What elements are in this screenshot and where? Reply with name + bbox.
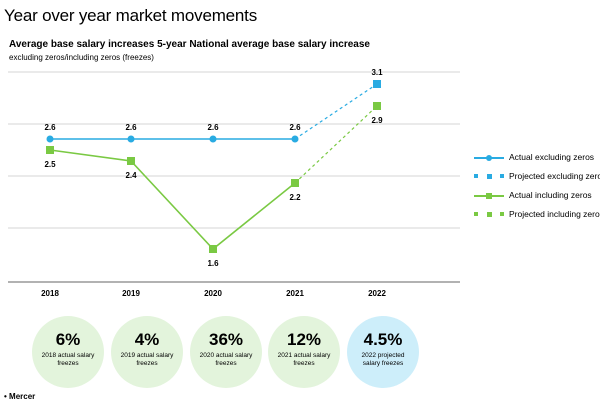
x-tick-label: 2019 [122, 289, 140, 298]
data-point [373, 80, 381, 88]
legend-item-projected-excluding: Projected excluding zeros [472, 169, 600, 188]
legend-label-actual-including: Actual including zeros [509, 190, 592, 200]
series-line-1 [294, 83, 378, 140]
freeze-percent: 4.5% [363, 330, 403, 349]
data-point [46, 135, 54, 143]
x-tick-label: 2020 [204, 289, 222, 298]
data-label: 2.2 [289, 193, 301, 202]
freeze-caption: 2022 projected salary freezes [361, 352, 405, 367]
freeze-percent: 4% [134, 330, 160, 349]
chart-note: excluding zeros/including zeros (freezes… [9, 53, 154, 62]
freeze-circle-2020: 36% 2020 actual salary freezes [190, 316, 262, 388]
data-label: 2.6 [207, 123, 219, 132]
freeze-circle-2022: 4.5% 2022 projected salary freezes [347, 316, 419, 388]
freeze-percent: 6% [55, 330, 81, 349]
legend-item-projected-including: Projected including zeros [472, 207, 600, 226]
x-tick-label: 2022 [368, 289, 386, 298]
legend-label-actual-excluding: Actual excluding zeros [509, 152, 595, 162]
legend-label-projected-including: Projected including zeros [509, 209, 600, 219]
data-point [209, 135, 217, 143]
legend-swatch-actual-including [474, 193, 504, 199]
freeze-percent: 36% [208, 330, 244, 349]
freeze-caption: 2020 actual salary freezes [199, 352, 253, 367]
freeze-caption: 2021 actual salary freezes [277, 352, 331, 367]
brand-logo: • Mercer [4, 392, 36, 401]
data-label: 2.6 [125, 123, 137, 132]
freeze-circle-2019: 4% 2019 actual salary freezes [111, 316, 183, 388]
data-label: 2.5 [44, 160, 56, 169]
x-tick-label: 2021 [286, 289, 304, 298]
legend-item-actual-excluding: Actual excluding zeros [472, 150, 600, 169]
series-line-3 [294, 105, 378, 184]
legend-item-actual-including: Actual including zeros [472, 188, 600, 207]
data-label: 3.1 [371, 68, 383, 77]
data-point [373, 102, 381, 110]
freeze-percent: 12% [286, 330, 322, 349]
data-label: 2.6 [289, 123, 301, 132]
legend-swatch-projected-including [474, 212, 504, 217]
data-label: 2.4 [125, 171, 137, 180]
salary-freeze-circles: 6% 2018 actual salary freezes 4% 2019 ac… [0, 300, 600, 400]
freeze-circle-2018: 6% 2018 actual salary freezes [32, 316, 104, 388]
data-point [46, 146, 54, 154]
freeze-caption: 2019 actual salary freezes [120, 352, 174, 367]
data-point [127, 135, 135, 143]
freeze-caption: 2018 actual salary freezes [41, 352, 95, 367]
legend-swatch-projected-excluding [474, 174, 504, 179]
legend-swatch-actual-excluding [474, 155, 504, 161]
data-label: 2.6 [44, 123, 56, 132]
legend-label-projected-excluding: Projected excluding zeros [509, 171, 600, 181]
x-tick-label: 2018 [41, 289, 59, 298]
data-point [291, 135, 299, 143]
data-label: 1.6 [207, 259, 219, 268]
data-point [127, 157, 135, 165]
data-point [291, 179, 299, 187]
series-line-2 [49, 149, 296, 251]
line-chart: 2018 2019 2020 2021 2022 2.6 2.6 2.6 2.6 3.1 2.5 2.… [8, 68, 460, 298]
data-point [209, 245, 217, 253]
chart-legend: Actual excluding zeros Projected excludi… [472, 150, 600, 226]
data-label: 2.9 [371, 116, 383, 125]
freeze-circle-2021: 12% 2021 actual salary freezes [268, 316, 340, 388]
page-title: Year over year market movements [4, 6, 258, 25]
chart-subtitle: Average base salary increases 5-year Nat… [9, 39, 370, 50]
